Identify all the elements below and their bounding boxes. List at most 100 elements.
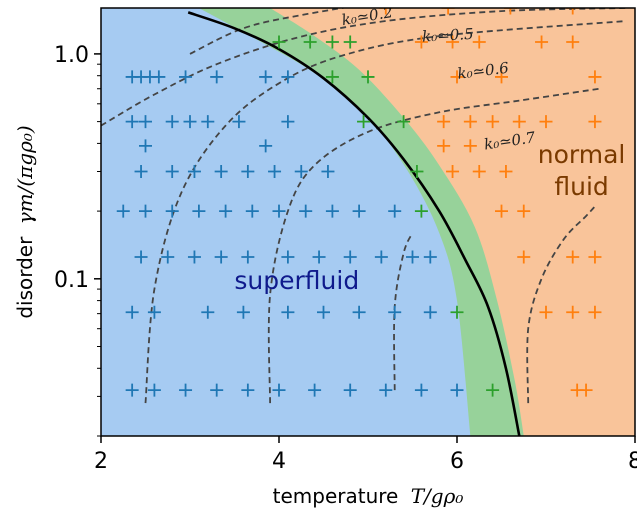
- marker-superfluid-42: [312, 250, 326, 264]
- marker-crossover-0: [272, 35, 286, 49]
- contour-line-4: [393, 232, 414, 391]
- marker-superfluid-63: [343, 383, 357, 397]
- y-axis-label-prefix: disorder: [13, 236, 37, 319]
- marker-superfluid-25: [116, 204, 130, 218]
- marker-superfluid-49: [201, 305, 215, 319]
- marker-normal-fluid-23: [495, 204, 508, 218]
- marker-superfluid-61: [272, 383, 286, 397]
- x-tick-label-1: 4: [272, 449, 286, 474]
- marker-superfluid-19: [187, 165, 201, 178]
- marker-superfluid-66: [450, 383, 464, 397]
- x-axis-label: temperature T/gρ₀: [273, 484, 464, 508]
- marker-superfluid-35: [388, 204, 402, 218]
- marker-normal-fluid-29: [566, 305, 580, 319]
- axes: 2 4 6 8 0.1 1.0: [54, 43, 637, 474]
- marker-superfluid-65: [414, 383, 428, 397]
- x-axis-label-math: T/gρ₀: [411, 484, 464, 508]
- marker-superfluid-36: [134, 250, 148, 264]
- marker-normal-fluid-3: [566, 8, 580, 15]
- marker-normal-fluid-17: [588, 115, 602, 129]
- marker-superfluid-28: [192, 204, 206, 218]
- y-axis-label-math: γm/(πgρ₀): [13, 125, 37, 224]
- marker-normal-fluid-27: [588, 250, 602, 264]
- contour-line-0: [189, 8, 348, 55]
- plot-frame: [100, 7, 636, 437]
- marker-superfluid-32: [299, 204, 313, 218]
- contour-label-1: k₀≃0.5: [422, 25, 474, 46]
- marker-superfluid-27: [165, 204, 179, 218]
- marker-normal-fluid-0: [379, 8, 393, 15]
- marker-superfluid-51: [281, 305, 295, 319]
- marker-normal-fluid-2: [503, 8, 517, 15]
- y-tick-label-0: 0.1: [54, 268, 89, 293]
- marker-normal-fluid-12: [437, 115, 451, 129]
- marker-superfluid-44: [374, 250, 388, 264]
- marker-superfluid-14: [281, 115, 295, 129]
- contour-line-2: [144, 20, 627, 404]
- marker-superfluid-12: [201, 115, 215, 129]
- normal-fluid-label-line-1: normal: [538, 140, 626, 169]
- marker-superfluid-13: [232, 115, 246, 129]
- marker-normal-fluid-6: [472, 35, 486, 49]
- marker-superfluid-17: [134, 165, 148, 178]
- marker-superfluid-43: [343, 250, 357, 264]
- marker-superfluid-59: [210, 383, 224, 397]
- marker-superfluid-26: [139, 204, 152, 218]
- y-axis-label: disorder γm/(πgρ₀): [13, 125, 37, 318]
- marker-superfluid-45: [406, 250, 419, 264]
- marker-superfluid-4: [179, 70, 193, 84]
- marker-superfluid-55: [423, 305, 437, 319]
- marker-normal-fluid-25: [517, 250, 531, 264]
- marker-normal-fluid-26: [566, 250, 580, 264]
- marker-normal-fluid-1: [441, 8, 455, 15]
- superfluid-label: superfluid: [234, 266, 359, 295]
- marker-crossover-10: [450, 305, 464, 319]
- superfluid-region: [101, 8, 471, 436]
- marker-normal-fluid-10: [495, 70, 508, 84]
- marker-superfluid-54: [388, 305, 402, 319]
- marker-crossover-7: [397, 115, 411, 129]
- marker-superfluid-16: [259, 139, 273, 153]
- normal-fluid-label-line-2: fluid: [554, 172, 608, 201]
- marker-superfluid-15: [139, 139, 152, 153]
- marker-normal-fluid-21: [472, 165, 486, 178]
- marker-superfluid-52: [317, 305, 330, 319]
- marker-superfluid-6: [259, 70, 273, 84]
- marker-superfluid-10: [165, 115, 179, 129]
- contour-line-5: [526, 205, 596, 404]
- marker-superfluid-64: [379, 383, 393, 397]
- x-tick-label-0: 2: [94, 449, 108, 474]
- marker-superfluid-7: [281, 70, 295, 84]
- marker-superfluid-9: [139, 115, 152, 129]
- marker-superfluid-41: [281, 250, 295, 264]
- marker-normal-fluid-28: [539, 305, 553, 319]
- plot-area: k₀≃0.2k₀≃0.5k₀≃0.6k₀≃0.7 superfluid norm…: [101, 8, 635, 436]
- marker-crossover-9: [414, 204, 428, 218]
- marker-superfluid-18: [165, 165, 179, 178]
- marker-superfluid-62: [308, 383, 322, 397]
- marker-crossover-4: [325, 70, 339, 84]
- contour-lines: [101, 8, 627, 404]
- marker-superfluid-33: [325, 204, 339, 218]
- x-tick-label-3: 8: [628, 449, 637, 474]
- marker-superfluid-22: [268, 165, 282, 178]
- marker-superfluid-11: [183, 115, 197, 129]
- marker-normal-fluid-13: [463, 115, 477, 129]
- marker-superfluid-8: [125, 115, 139, 129]
- marker-superfluid-38: [187, 250, 201, 264]
- marker-superfluid-30: [245, 204, 259, 218]
- x-tick-label-2: 6: [450, 449, 464, 474]
- marker-normal-fluid-32: [579, 383, 593, 397]
- marker-superfluid-21: [241, 165, 255, 178]
- marker-normal-fluid-30: [588, 305, 602, 319]
- x-axis-label-prefix: temperature: [273, 484, 399, 508]
- marker-superfluid-23: [294, 165, 308, 178]
- marker-crossover-1: [303, 35, 317, 49]
- marker-superfluid-34: [352, 204, 366, 218]
- marker-normal-fluid-5: [446, 35, 460, 49]
- marker-superfluid-5: [210, 70, 224, 84]
- marker-crossover-11: [486, 383, 500, 397]
- marker-normal-fluid-18: [437, 139, 451, 153]
- marker-normal-fluid-19: [463, 139, 477, 153]
- marker-superfluid-20: [214, 165, 228, 178]
